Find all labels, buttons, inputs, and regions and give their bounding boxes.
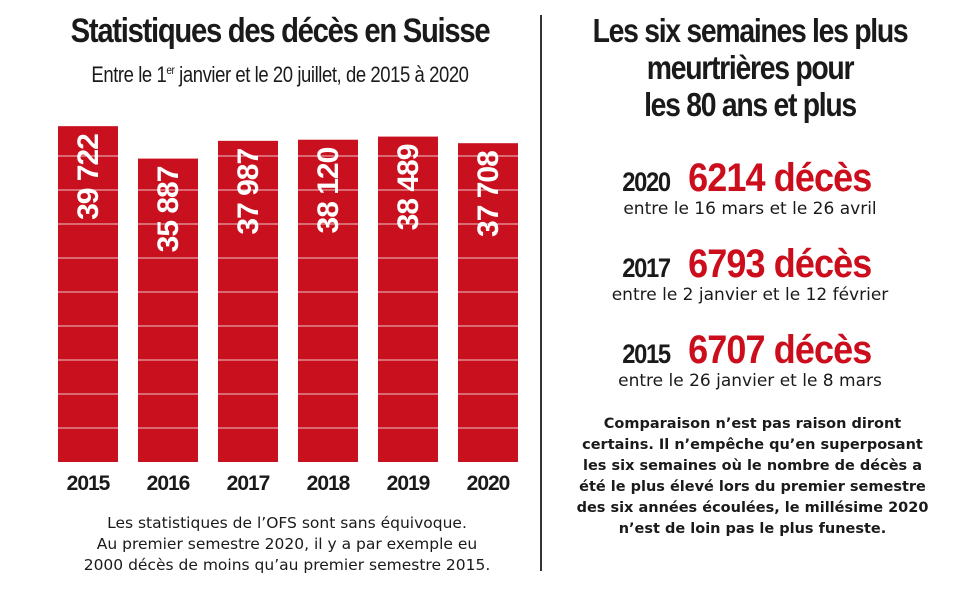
entry-range: entre le 2 janvier et le 12 février — [611, 285, 889, 305]
panel-title: Les six semaines les plus meurtrières po… — [545, 12, 955, 123]
entry-deaths: 6793 décès — [687, 242, 872, 286]
caption-line: Au premier semestre 2020, il y a par exe… — [96, 535, 478, 553]
panel-title-line: les 80 ans et plus — [644, 86, 857, 123]
bar — [298, 139, 358, 463]
bar-group: 37 708 2020 — [458, 143, 518, 495]
bar — [218, 140, 278, 462]
entry-2015: 2015 6707 décès entre le 26 janvier et l… — [545, 328, 955, 391]
bar — [378, 136, 438, 462]
comment-line: les six semaines où le nombre de décès a — [582, 458, 922, 474]
panel-title-line: meurtrières pour — [646, 49, 855, 86]
bar — [458, 143, 518, 463]
x-tick-label: 2016 — [147, 472, 190, 495]
entry-year: 2015 — [622, 339, 671, 369]
entry-deaths: 6214 décès — [687, 156, 872, 200]
chart-caption: Les statistiques de l’OFS sont sans équi… — [52, 513, 522, 576]
bar-value-label: 35 887 — [152, 166, 185, 252]
entry-2017: 2017 6793 décès entre le 2 janvier et le… — [545, 242, 955, 305]
x-tick-label: 2015 — [67, 472, 111, 495]
bar-group: 39 722 2015 — [58, 126, 118, 495]
x-tick-label: 2020 — [467, 472, 510, 495]
bar-value-label: 38 489 — [392, 144, 425, 230]
subtitle-start: Entre le 1 — [91, 62, 167, 87]
bar-group: 38 120 2018 — [298, 139, 358, 495]
comment-line: n’est de loin pas le plus funeste. — [618, 521, 887, 537]
entry-range: entre le 16 mars et le 26 avril — [623, 199, 877, 219]
bar — [138, 158, 198, 462]
bar-group: 35 887 2016 — [138, 158, 198, 495]
caption-line: Les statistiques de l’OFS sont sans équi… — [107, 514, 467, 532]
column-divider — [540, 15, 542, 571]
death-statistics-panel: Statistiques des décès en Suisse Entre l… — [45, 12, 522, 576]
comment-line: des six années écoulées, le millésime 20… — [576, 500, 929, 516]
comment-line: Comparaison n’est pas raison diront — [603, 416, 902, 432]
comment-paragraph: Comparaison n’est pas raison diront cert… — [560, 414, 945, 540]
subtitle-end: janvier et le 20 juillet, de 2015 à 2020 — [174, 62, 469, 87]
bar-value-label: 37 987 — [232, 149, 265, 235]
bar-value-label: 39 722 — [72, 134, 105, 220]
x-tick-label: 2019 — [387, 472, 430, 495]
x-tick-label: 2017 — [227, 472, 270, 495]
bar-value-label: 38 120 — [312, 147, 345, 233]
entry-year: 2020 — [622, 167, 671, 197]
bar — [58, 126, 118, 462]
caption-line: 2000 décès de moins qu’au premier semest… — [83, 556, 491, 574]
comment-line: été le plus élevé lors du premier semest… — [579, 479, 926, 495]
x-tick-label: 2018 — [307, 472, 351, 495]
bar-group: 37 987 2017 — [218, 140, 278, 495]
entry-year: 2017 — [622, 253, 671, 283]
bar-value-label: 37 708 — [472, 151, 505, 237]
chart-subtitle: Entre le 1er janvier et le 20 juillet, d… — [45, 62, 515, 88]
bar-chart: 39 722 2015 35 887 2016 37 987 2017 38 120 2018… — [58, 126, 518, 495]
entry-range: entre le 26 janvier et le 8 mars — [618, 371, 882, 391]
comment-line: certains. Il n’empêche qu’en superposant — [582, 437, 923, 453]
chart-title: Statistiques des décès en Suisse — [70, 12, 491, 50]
deadliest-weeks-panel: Les six semaines les plus meurtrières po… — [545, 0, 955, 591]
entry-deaths: 6707 décès — [687, 328, 872, 372]
panel-title-line: Les six semaines les plus — [592, 12, 909, 49]
bar-group: 38 489 2019 — [378, 136, 438, 495]
subtitle-superscript: er — [166, 63, 175, 77]
entry-2020: 2020 6214 décès entre le 16 mars et le 2… — [545, 156, 955, 219]
